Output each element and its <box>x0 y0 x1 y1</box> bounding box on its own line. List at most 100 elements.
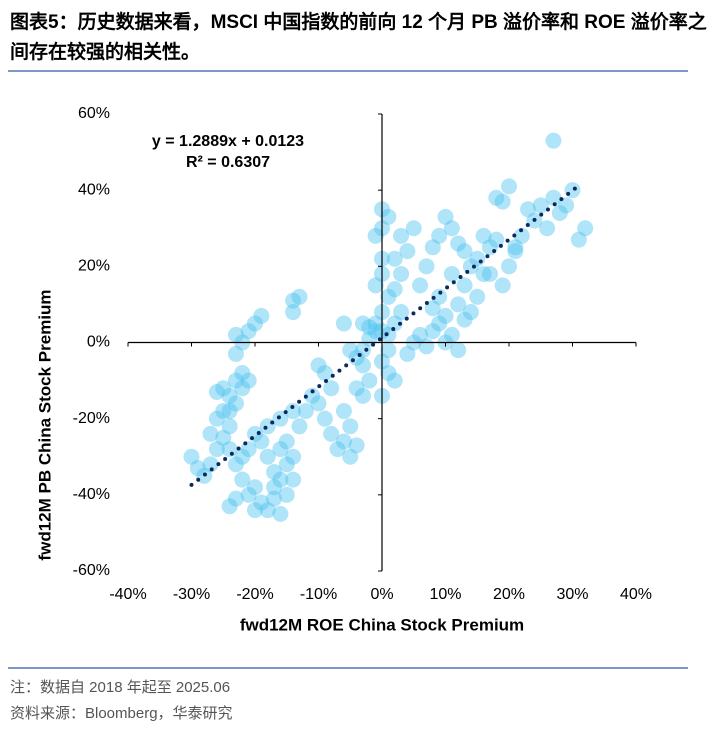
point <box>227 395 244 412</box>
point <box>520 201 537 218</box>
point <box>361 319 378 336</box>
point <box>431 227 448 244</box>
point <box>208 410 225 427</box>
point <box>481 265 498 282</box>
point <box>431 315 448 332</box>
point <box>285 448 302 465</box>
point <box>208 441 225 458</box>
source: 资料来源：Bloomberg，华泰研究 <box>10 705 233 722</box>
r-squared: R² = 0.6307 <box>186 154 270 171</box>
point <box>285 304 302 321</box>
x-tick-label: 20% <box>493 586 525 603</box>
point <box>253 433 270 450</box>
point <box>558 197 575 214</box>
point <box>469 288 486 305</box>
point <box>227 456 244 473</box>
point <box>227 490 244 507</box>
footnote: 注：数据自 2018 年起至 2025.06 <box>10 679 231 696</box>
point <box>348 437 365 454</box>
point <box>285 403 302 420</box>
point <box>424 300 441 317</box>
point <box>234 448 251 465</box>
x-tick-label: 0% <box>370 586 393 603</box>
point <box>424 323 441 340</box>
y-tick-label: 40% <box>78 181 110 198</box>
point <box>316 410 333 427</box>
point <box>215 403 232 420</box>
point <box>431 288 448 305</box>
point <box>247 479 263 496</box>
point <box>335 315 352 332</box>
point <box>266 463 283 480</box>
point <box>189 460 206 477</box>
point <box>577 220 594 237</box>
point <box>259 418 276 435</box>
footer-rule <box>8 667 688 669</box>
point <box>272 441 289 458</box>
point <box>234 380 251 397</box>
point <box>234 471 251 488</box>
y-axis-title: fwd12M PB China Stock Premium <box>35 289 54 560</box>
point <box>240 372 257 389</box>
y-tick-label: 60% <box>78 105 110 122</box>
point <box>215 429 232 446</box>
point <box>234 364 251 381</box>
point <box>354 357 371 374</box>
point <box>570 231 587 248</box>
point <box>399 345 416 362</box>
point <box>202 456 219 473</box>
point <box>437 208 454 225</box>
point <box>335 403 352 420</box>
point <box>221 403 238 420</box>
title-rule <box>8 70 688 72</box>
point <box>202 425 219 442</box>
point <box>221 498 238 515</box>
point <box>304 387 321 404</box>
point <box>501 178 517 195</box>
point <box>259 502 276 519</box>
point <box>240 323 257 340</box>
chart-title: 图表5：历史数据来看，MSCI 中国指数的前向 12 个月 PB 溢价率和 RO… <box>10 12 707 63</box>
point <box>227 345 244 362</box>
equation: y = 1.2889x + 0.0123 <box>152 133 304 150</box>
point <box>532 197 549 214</box>
point <box>367 277 384 294</box>
point <box>386 281 403 298</box>
x-tick-label: -10% <box>300 586 337 603</box>
point <box>456 277 473 294</box>
y-tick-label: -40% <box>73 486 110 503</box>
point <box>494 277 511 294</box>
point <box>380 342 397 359</box>
point <box>291 288 308 305</box>
trendline <box>189 183 581 487</box>
x-tick-label: -40% <box>109 586 146 603</box>
point <box>310 357 327 374</box>
point <box>348 380 365 397</box>
y-tick-label: 0% <box>87 334 110 351</box>
point <box>418 338 435 355</box>
point <box>507 239 524 256</box>
point <box>437 307 454 324</box>
point <box>278 486 295 503</box>
point <box>253 307 270 324</box>
point <box>456 311 473 328</box>
point <box>272 471 289 488</box>
point <box>291 418 308 435</box>
point <box>316 364 333 381</box>
point <box>513 227 530 244</box>
point <box>443 265 460 282</box>
point <box>361 372 378 389</box>
point <box>443 326 460 343</box>
point <box>380 208 397 225</box>
point <box>259 448 276 465</box>
point <box>367 315 384 332</box>
point <box>329 441 346 458</box>
point <box>475 227 492 244</box>
point <box>507 243 524 260</box>
x-tick-label: 40% <box>620 586 652 603</box>
point <box>386 250 403 267</box>
point <box>215 380 232 397</box>
point <box>424 239 441 256</box>
